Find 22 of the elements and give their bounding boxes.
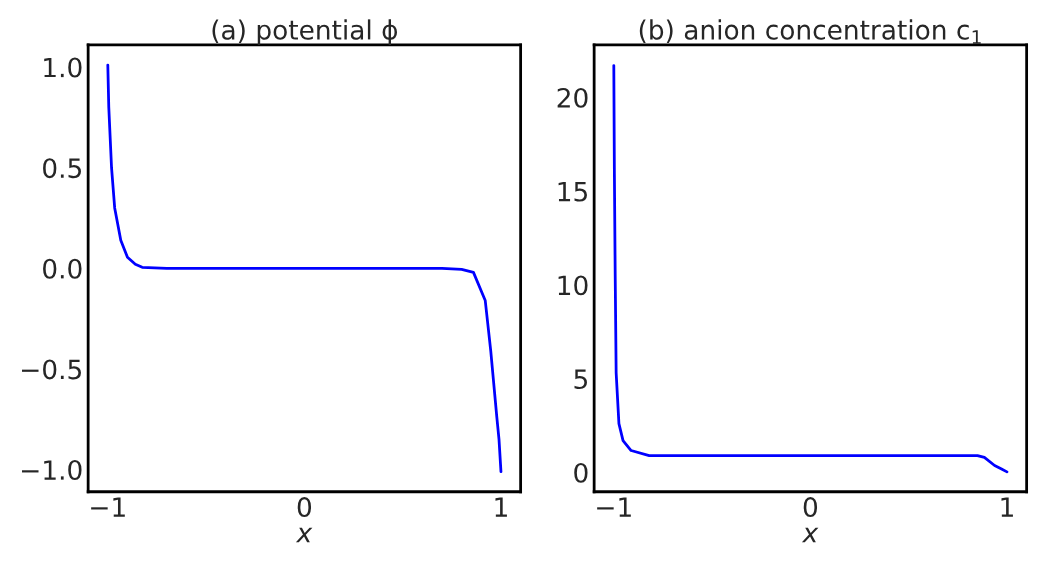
y-tick-label: 0: [574, 462, 588, 483]
y-tick-label: 10: [558, 275, 588, 296]
x-tick-label: −1: [91, 497, 125, 517]
x-axis-title: x: [295, 527, 313, 543]
x-tick-label: −1: [597, 497, 631, 517]
x-tick-label: 0: [803, 497, 818, 518]
y-tick-label: 0.0: [43, 258, 82, 279]
y-tick-label: 20: [557, 87, 588, 108]
x-axis-title: x: [801, 527, 819, 543]
line-series: [106, 63, 503, 474]
y-tick-label: 15: [558, 181, 587, 202]
y-tick-label: 5: [574, 369, 587, 390]
y-tick-label: −0.5: [22, 359, 81, 380]
chart-title: (a) potential ϕ: [212, 19, 398, 45]
y-tick-label: 1.0: [44, 57, 82, 78]
y-tick-label: 0.5: [43, 158, 81, 179]
x-tick-label: 1: [495, 497, 507, 517]
line-series: [612, 64, 1009, 474]
x-tick-label: 1: [1001, 497, 1013, 517]
y-tick-label: −1.0: [22, 460, 82, 481]
x-tick-label: 0: [297, 497, 312, 518]
chart-title: (b) anion concentration c$_{1}$: [639, 19, 981, 44]
